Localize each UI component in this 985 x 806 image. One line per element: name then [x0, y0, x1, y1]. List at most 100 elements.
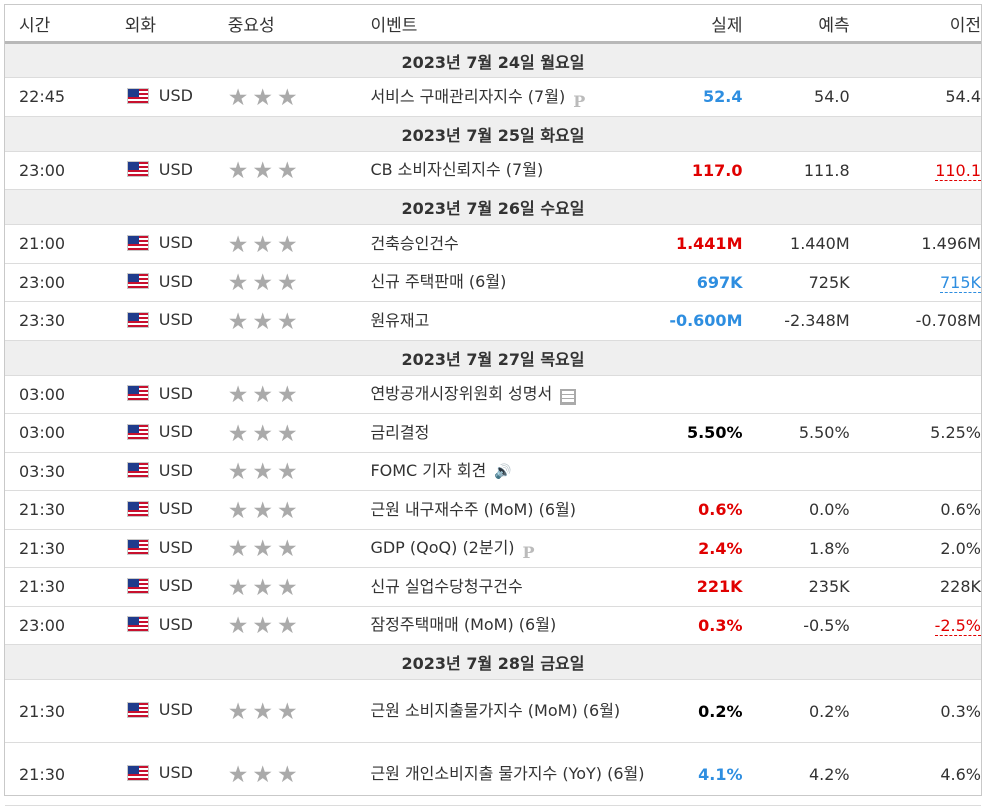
event-name[interactable]: 신규 주택판매 (6월) — [370, 272, 507, 292]
currency-code: USD — [158, 383, 193, 403]
event-time: 23:00 — [5, 263, 125, 302]
event-row[interactable]: 03:30 USD ★★★ FOMC 기자 회견 🔊 — [5, 452, 981, 491]
event-cell[interactable]: 금리결정 — [367, 413, 647, 453]
event-name[interactable]: 신규 실업수당청구건수 — [370, 576, 523, 596]
header-actual[interactable]: 실제 — [646, 4, 743, 44]
event-row[interactable]: 03:00 USD ★★★ 금리결정 5.50% 5.50% 5.25% — [5, 413, 981, 453]
forecast-value: 4.2% — [742, 742, 850, 806]
calendar-table: 시간 외화 중요성 이벤트 실제 예측 이전 2023년 7월 24일 월요일 … — [5, 4, 981, 806]
event-name[interactable]: CB 소비자신뢰지수 (7월) — [370, 160, 544, 180]
us-flag-icon — [126, 234, 149, 251]
us-flag-icon — [126, 423, 149, 440]
currency-cell: USD — [124, 452, 228, 491]
day-header-row: 2023년 7월 27일 목요일 — [5, 340, 981, 376]
header-importance[interactable]: 중요성 — [227, 4, 368, 44]
event-name[interactable]: 잠정주택매매 (MoM) (6월) — [370, 615, 557, 635]
event-cell[interactable]: 근원 내구재수주 (MoM) (6월) — [367, 490, 647, 530]
forecast-value: 1.440M — [742, 224, 850, 264]
event-row[interactable]: 23:00 USD ★★★ CB 소비자신뢰지수 (7월) 117.0 111.… — [5, 151, 981, 190]
day-label: 2023년 7월 25일 화요일 — [5, 116, 981, 152]
event-name[interactable]: 근원 소비지출물가지수 (MoM) (6월) — [370, 701, 621, 720]
event-name[interactable]: 근원 내구재수주 (MoM) (6월) — [370, 499, 577, 519]
header-forecast[interactable]: 예측 — [742, 4, 850, 44]
event-cell[interactable]: 근원 소비지출물가지수 (MoM) (6월) — [367, 679, 647, 743]
importance-cell: ★★★ — [227, 742, 368, 806]
importance-cell: ★★★ — [227, 77, 368, 117]
event-time: 21:30 — [5, 529, 125, 568]
actual-value: 697K — [646, 263, 743, 302]
event-name[interactable]: GDP (QoQ) (2분기) — [370, 538, 515, 558]
header-previous[interactable]: 이전 — [849, 4, 981, 44]
event-name[interactable]: 연방공개시장위원회 성명서 — [370, 384, 553, 404]
importance-cell: ★★★ — [227, 606, 368, 645]
previous-value-revised[interactable]: -2.5% — [934, 615, 981, 636]
event-cell[interactable]: 연방공개시장위원회 성명서 — [367, 375, 647, 414]
header-currency[interactable]: 외화 — [124, 4, 228, 44]
actual-value: 2.4% — [646, 529, 743, 568]
importance-stars-icon: ★★★ — [227, 158, 302, 185]
actual-value: 4.1% — [646, 742, 743, 806]
event-name[interactable]: 서비스 구매관리자지수 (7월) — [370, 86, 566, 106]
event-name[interactable]: 금리결정 — [370, 422, 430, 442]
event-cell[interactable]: 잠정주택매매 (MoM) (6월) — [367, 606, 647, 645]
header-event[interactable]: 이벤트 — [367, 4, 647, 44]
importance-cell: ★★★ — [227, 529, 368, 568]
speaker-icon[interactable]: 🔊 — [494, 463, 512, 480]
event-time: 21:30 — [5, 679, 125, 743]
previous-value: 228K — [939, 577, 981, 597]
event-time: 23:00 — [5, 606, 125, 645]
event-cell[interactable]: 신규 주택판매 (6월) — [367, 263, 647, 302]
currency-code: USD — [158, 576, 193, 595]
event-row[interactable]: 23:30 USD ★★★ 원유재고 -0.600M -2.348M -0.70… — [5, 301, 981, 341]
currency-code: USD — [158, 271, 193, 291]
event-time: 03:00 — [5, 375, 125, 414]
event-row[interactable]: 23:00 USD ★★★ 잠정주택매매 (MoM) (6월) 0.3% -0.… — [5, 606, 981, 645]
document-icon[interactable] — [560, 388, 577, 405]
event-row[interactable]: 21:00 USD ★★★ 건축승인건수 1.441M 1.440M 1.496… — [5, 224, 981, 264]
event-row[interactable]: 23:00 USD ★★★ 신규 주택판매 (6월) 697K 725K 715… — [5, 263, 981, 302]
event-name[interactable]: 원유재고 — [370, 310, 430, 330]
event-cell[interactable]: 건축승인건수 — [367, 224, 647, 264]
us-flag-icon — [126, 385, 149, 401]
event-row[interactable]: 21:30 USD ★★★ 근원 내구재수주 (MoM) (6월) 0.6% 0… — [5, 490, 981, 530]
event-row[interactable]: 21:30 USD ★★★ 근원 개인소비지출 물가지수 (YoY) (6월) … — [5, 742, 981, 806]
header-time[interactable]: 시간 — [5, 4, 125, 44]
event-cell[interactable]: 근원 개인소비지출 물가지수 (YoY) (6월) — [367, 742, 647, 806]
importance-stars-icon: ★★★ — [227, 231, 302, 258]
previous-value: 0.6% — [940, 500, 981, 520]
event-name[interactable]: 근원 개인소비지출 물가지수 (YoY) (6월) — [370, 764, 645, 783]
importance-stars-icon: ★★★ — [227, 270, 302, 297]
currency-code: USD — [158, 614, 193, 634]
event-cell[interactable]: FOMC 기자 회견 🔊 — [367, 452, 647, 491]
importance-stars-icon: ★★★ — [227, 382, 302, 409]
importance-stars-icon: ★★★ — [227, 762, 302, 788]
importance-cell: ★★★ — [227, 490, 368, 530]
previous-value: -0.708M — [915, 311, 981, 331]
event-row[interactable]: 22:45 USD ★★★ 서비스 구매관리자지수 (7월) P 52.4 54.… — [5, 77, 981, 117]
actual-value: 0.6% — [646, 490, 743, 530]
us-flag-icon — [126, 539, 149, 555]
event-row[interactable]: 21:30 USD ★★★ 신규 실업수당청구건수 221K 235K 228K — [5, 567, 981, 607]
event-row[interactable]: 21:30 USD ★★★ GDP (QoQ) (2분기) P 2.4% 1.8%… — [5, 529, 981, 568]
importance-stars-icon: ★★★ — [227, 613, 302, 640]
forecast-value: 725K — [742, 263, 850, 302]
event-row[interactable]: 03:00 USD ★★★ 연방공개시장위원회 성명서 — [5, 375, 981, 414]
day-label: 2023년 7월 24일 월요일 — [5, 42, 981, 78]
event-cell[interactable]: 서비스 구매관리자지수 (7월) P — [367, 77, 647, 117]
previous-value-revised[interactable]: 110.1 — [935, 160, 981, 181]
currency-cell: USD — [124, 567, 228, 607]
currency-code: USD — [158, 233, 193, 252]
event-name[interactable]: 건축승인건수 — [370, 233, 459, 253]
event-cell[interactable]: 원유재고 — [367, 301, 647, 341]
forecast-value: 54.0 — [742, 77, 850, 117]
previous-value-revised[interactable]: 715K — [939, 272, 981, 293]
actual-value: 0.2% — [646, 679, 743, 743]
event-name[interactable]: FOMC 기자 회견 — [370, 461, 487, 481]
importance-stars-icon: ★★★ — [227, 84, 302, 111]
event-cell[interactable]: CB 소비자신뢰지수 (7월) — [367, 151, 647, 190]
event-row[interactable]: 21:30 USD ★★★ 근원 소비지출물가지수 (MoM) (6월) 0.2… — [5, 679, 981, 743]
event-cell[interactable]: GDP (QoQ) (2분기) P — [367, 529, 647, 568]
currency-code: USD — [158, 159, 193, 179]
event-cell[interactable]: 신규 실업수당청구건수 — [367, 567, 647, 607]
importance-cell: ★★★ — [227, 567, 368, 607]
